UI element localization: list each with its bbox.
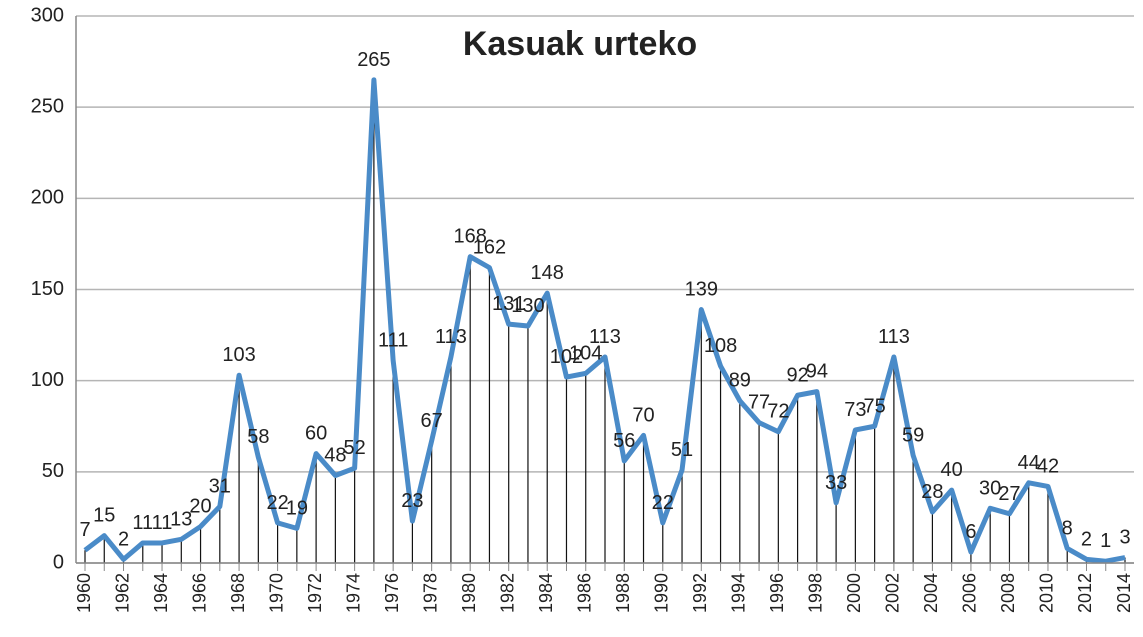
x-tick-label: 1988 [613, 573, 633, 613]
chart-title: Kasuak urteko [463, 25, 697, 63]
y-tick-label: 300 [31, 4, 64, 26]
data-label: 60 [305, 423, 327, 445]
x-tick-label: 1986 [574, 573, 594, 613]
x-tick-label: 1978 [420, 573, 440, 613]
x-tick-label: 1980 [459, 573, 479, 613]
y-tick-label: 0 [53, 551, 64, 573]
x-tick-label: 2012 [1075, 573, 1095, 613]
x-tick-label: 1998 [806, 573, 826, 613]
data-label: 44 [1018, 452, 1040, 474]
data-label: 103 [222, 344, 255, 366]
data-label: 23 [401, 490, 423, 512]
x-tick-label: 1976 [382, 573, 402, 613]
y-tick-label: 200 [31, 187, 64, 209]
data-label: 89 [729, 370, 751, 392]
data-label: 94 [806, 361, 828, 383]
data-label: 2 [118, 528, 129, 550]
data-label: 42 [1037, 455, 1059, 477]
x-tick-label: 2010 [1037, 573, 1057, 613]
data-label: 108 [704, 335, 737, 357]
data-label: 113 [589, 326, 621, 348]
x-tick-label: 2000 [844, 573, 864, 613]
data-label: 8 [1062, 517, 1073, 539]
x-tick-label: 1982 [497, 573, 517, 613]
data-label: 19 [286, 497, 308, 519]
data-label: 27 [998, 483, 1020, 505]
x-tick-label: 2014 [1114, 573, 1134, 613]
data-label: 30 [979, 477, 1001, 499]
data-label: 33 [825, 472, 847, 494]
data-label: 77 [748, 392, 770, 414]
x-tick-label: 1994 [729, 573, 749, 613]
data-label: 59 [902, 424, 924, 446]
data-label: 11 [152, 512, 173, 534]
data-label: 92 [786, 364, 808, 386]
data-label: 58 [247, 426, 269, 448]
x-tick-label: 2006 [960, 573, 980, 613]
data-label: 104 [569, 342, 602, 364]
y-tick-label: 50 [42, 460, 64, 482]
data-label: 102 [550, 346, 583, 368]
x-tick-label: 1960 [74, 573, 94, 613]
x-tick-label: 2004 [921, 573, 941, 613]
data-label: 139 [685, 279, 718, 301]
x-tick-label: 1990 [652, 573, 672, 613]
x-tick-label: 1984 [536, 573, 556, 613]
x-tick-label: 1992 [690, 573, 710, 613]
data-label: 48 [324, 444, 346, 466]
y-tick-label: 100 [31, 369, 64, 391]
x-tick-label: 2008 [998, 573, 1018, 613]
data-label: 6 [965, 521, 976, 543]
data-label: 20 [189, 496, 211, 518]
data-label: 7 [79, 519, 90, 541]
x-tick-label: 1964 [151, 573, 171, 613]
data-label: 52 [344, 437, 366, 459]
data-label: 113 [435, 326, 467, 348]
x-tick-label: 1970 [266, 573, 286, 613]
data-label: 265 [357, 49, 390, 71]
data-label: 22 [266, 492, 288, 514]
data-label: 113 [878, 326, 910, 348]
data-label: 131 [492, 293, 525, 315]
data-label: 1 [1100, 530, 1111, 552]
data-label: 3 [1119, 527, 1130, 549]
x-tick-label: 1996 [767, 573, 787, 613]
x-tick-label: 1974 [343, 573, 363, 613]
data-label: 111 [378, 330, 408, 352]
data-label: 168 [453, 226, 486, 248]
x-tick-label: 1966 [189, 573, 209, 613]
x-tick-label: 1972 [305, 573, 325, 613]
data-label: 11 [132, 512, 153, 534]
data-label: 56 [613, 430, 635, 452]
data-label: 2 [1081, 528, 1092, 550]
data-label: 75 [864, 395, 886, 417]
data-label: 148 [531, 262, 564, 284]
data-label: 67 [421, 410, 443, 432]
data-label: 22 [652, 492, 674, 514]
data-label: 13 [170, 508, 192, 530]
y-tick-label: 150 [31, 278, 64, 300]
data-label: 28 [921, 481, 943, 503]
x-tick-label: 1962 [112, 573, 132, 613]
data-line [83, 77, 1126, 564]
data-label: 72 [767, 401, 789, 423]
data-label: 70 [632, 404, 654, 426]
data-label: 73 [844, 399, 866, 421]
y-tick-label: 250 [31, 95, 64, 117]
data-label: 130 [511, 295, 544, 317]
data-label: 51 [671, 439, 693, 461]
data-label: 40 [941, 459, 963, 481]
x-tick-label: 2002 [883, 573, 903, 613]
data-label: 162 [473, 237, 506, 259]
data-label: 31 [209, 475, 231, 497]
data-label: 15 [93, 505, 115, 527]
x-tick-label: 1968 [228, 573, 248, 613]
